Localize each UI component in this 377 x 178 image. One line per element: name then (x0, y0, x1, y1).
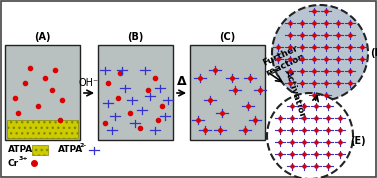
Text: 2-: 2- (79, 143, 86, 148)
Bar (98, 45, 173, 140)
Text: (C): (C) (219, 32, 236, 42)
Text: OH⁻: OH⁻ (79, 78, 99, 88)
Text: 3+: 3+ (19, 156, 29, 161)
Text: Further
reaction: Further reaction (260, 42, 306, 78)
Text: Cr: Cr (8, 158, 19, 167)
Text: ATPA: ATPA (8, 145, 33, 155)
Text: (E): (E) (350, 136, 366, 146)
Text: ATPA: ATPA (58, 145, 83, 155)
Bar (190, 45, 265, 140)
Text: Δ: Δ (177, 75, 186, 88)
Text: Activation: Activation (283, 69, 307, 121)
Bar (5, 45, 80, 140)
Bar (7, 120, 78, 138)
Text: (A): (A) (34, 32, 51, 42)
Text: (B): (B) (127, 32, 144, 42)
Circle shape (267, 93, 353, 178)
Text: (D): (D) (370, 48, 377, 58)
Bar (32, 145, 48, 155)
Circle shape (272, 5, 368, 101)
